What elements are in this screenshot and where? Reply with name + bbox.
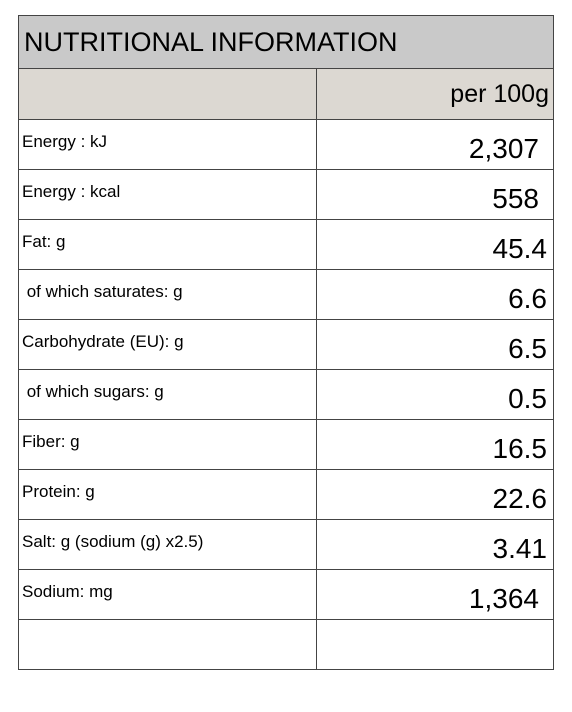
nutrient-value: 3.41 <box>316 519 554 570</box>
table-title: NUTRITIONAL INFORMATION <box>18 15 554 69</box>
empty-cell <box>18 619 317 670</box>
nutrient-value: 0.5 <box>316 369 554 420</box>
nutrient-row: Fat: g 45.4 <box>18 219 554 270</box>
header-row: per 100g <box>18 68 554 120</box>
nutrient-label: of which sugars: g <box>18 369 317 420</box>
nutrient-row: of which saturates: g 6.6 <box>18 269 554 320</box>
nutrient-label: Fat: g <box>18 219 317 270</box>
nutrient-value: 6.5 <box>316 319 554 370</box>
nutrient-value: 1,364 <box>316 569 554 620</box>
nutrient-row: Energy : kcal 558 <box>18 169 554 220</box>
nutrient-label: Salt: g (sodium (g) x2.5) <box>18 519 317 570</box>
empty-row <box>18 619 554 670</box>
nutrient-label: Fiber: g <box>18 419 317 470</box>
table-body: NUTRITIONAL INFORMATION per 100g Energy … <box>18 15 554 670</box>
nutrient-label: Protein: g <box>18 469 317 520</box>
nutrient-row: Carbohydrate (EU): g 6.5 <box>18 319 554 370</box>
nutrient-row: Sodium: mg 1,364 <box>18 569 554 620</box>
nutrient-label: Energy : kcal <box>18 169 317 220</box>
nutrient-value: 16.5 <box>316 419 554 470</box>
nutrient-label: of which saturates: g <box>18 269 317 320</box>
nutrient-value: 45.4 <box>316 219 554 270</box>
nutrient-label: Energy : kJ <box>18 119 317 170</box>
nutrient-row: Salt: g (sodium (g) x2.5) 3.41 <box>18 519 554 570</box>
header-empty <box>18 68 317 120</box>
nutrient-value: 558 <box>316 169 554 220</box>
nutrient-label: Carbohydrate (EU): g <box>18 319 317 370</box>
nutrient-row: of which sugars: g 0.5 <box>18 369 554 420</box>
nutrient-row: Fiber: g 16.5 <box>18 419 554 470</box>
nutrient-value: 6.6 <box>316 269 554 320</box>
empty-cell <box>316 619 554 670</box>
nutrient-value: 22.6 <box>316 469 554 520</box>
nutrient-row: Energy : kJ 2,307 <box>18 119 554 170</box>
nutrient-row: Protein: g 22.6 <box>18 469 554 520</box>
column-header: per 100g <box>316 68 554 120</box>
title-row: NUTRITIONAL INFORMATION <box>18 15 554 69</box>
nutrition-table: NUTRITIONAL INFORMATION per 100g Energy … <box>18 15 554 670</box>
nutrient-label: Sodium: mg <box>18 569 317 620</box>
nutrient-value: 2,307 <box>316 119 554 170</box>
